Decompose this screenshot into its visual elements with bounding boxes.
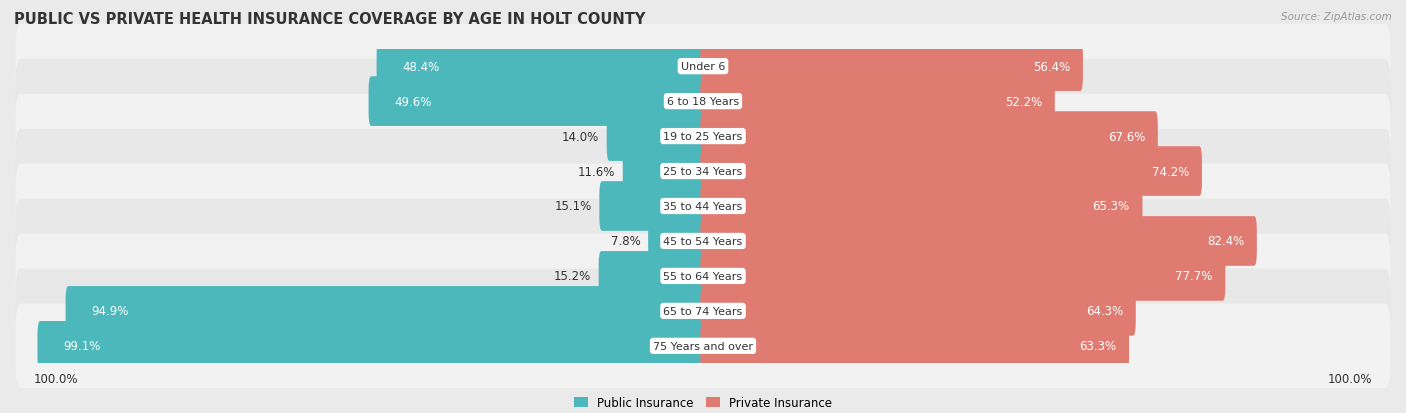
Text: Source: ZipAtlas.com: Source: ZipAtlas.com	[1281, 12, 1392, 22]
FancyBboxPatch shape	[700, 182, 1143, 231]
Text: 63.3%: 63.3%	[1080, 339, 1116, 352]
FancyBboxPatch shape	[15, 25, 1391, 109]
Text: 64.3%: 64.3%	[1085, 305, 1123, 318]
Text: PUBLIC VS PRIVATE HEALTH INSURANCE COVERAGE BY AGE IN HOLT COUNTY: PUBLIC VS PRIVATE HEALTH INSURANCE COVER…	[14, 12, 645, 27]
Text: 49.6%: 49.6%	[395, 95, 432, 108]
Text: 56.4%: 56.4%	[1033, 61, 1070, 74]
FancyBboxPatch shape	[606, 112, 706, 161]
FancyBboxPatch shape	[368, 77, 706, 127]
FancyBboxPatch shape	[623, 147, 706, 197]
Text: 67.6%: 67.6%	[1108, 130, 1144, 143]
FancyBboxPatch shape	[648, 216, 706, 266]
Text: Under 6: Under 6	[681, 62, 725, 72]
FancyBboxPatch shape	[15, 129, 1391, 214]
Legend: Public Insurance, Private Insurance: Public Insurance, Private Insurance	[569, 392, 837, 413]
Text: 65 to 74 Years: 65 to 74 Years	[664, 306, 742, 316]
FancyBboxPatch shape	[377, 42, 706, 92]
FancyBboxPatch shape	[15, 304, 1391, 388]
FancyBboxPatch shape	[15, 59, 1391, 144]
FancyBboxPatch shape	[15, 199, 1391, 284]
FancyBboxPatch shape	[700, 216, 1257, 266]
FancyBboxPatch shape	[38, 321, 706, 371]
FancyBboxPatch shape	[15, 269, 1391, 354]
Text: 75 Years and over: 75 Years and over	[652, 341, 754, 351]
FancyBboxPatch shape	[700, 286, 1136, 336]
FancyBboxPatch shape	[700, 42, 1083, 92]
Text: 65.3%: 65.3%	[1092, 200, 1130, 213]
Text: 7.8%: 7.8%	[612, 235, 641, 248]
Text: 74.2%: 74.2%	[1152, 165, 1189, 178]
FancyBboxPatch shape	[599, 182, 706, 231]
Text: 15.2%: 15.2%	[554, 270, 592, 283]
Text: 48.4%: 48.4%	[402, 61, 440, 74]
Text: 11.6%: 11.6%	[578, 165, 616, 178]
FancyBboxPatch shape	[700, 77, 1054, 127]
Text: 77.7%: 77.7%	[1175, 270, 1213, 283]
FancyBboxPatch shape	[700, 321, 1129, 371]
Text: 100.0%: 100.0%	[34, 372, 79, 385]
Text: 55 to 64 Years: 55 to 64 Years	[664, 271, 742, 281]
FancyBboxPatch shape	[15, 95, 1391, 179]
FancyBboxPatch shape	[599, 252, 706, 301]
FancyBboxPatch shape	[15, 234, 1391, 318]
FancyBboxPatch shape	[700, 252, 1226, 301]
Text: 15.1%: 15.1%	[555, 200, 592, 213]
FancyBboxPatch shape	[700, 112, 1157, 161]
Text: 99.1%: 99.1%	[63, 339, 101, 352]
FancyBboxPatch shape	[15, 164, 1391, 249]
FancyBboxPatch shape	[66, 286, 706, 336]
Text: 14.0%: 14.0%	[562, 130, 599, 143]
Text: 52.2%: 52.2%	[1005, 95, 1042, 108]
Text: 35 to 44 Years: 35 to 44 Years	[664, 202, 742, 211]
FancyBboxPatch shape	[700, 147, 1202, 197]
Text: 94.9%: 94.9%	[91, 305, 129, 318]
Text: 82.4%: 82.4%	[1206, 235, 1244, 248]
Text: 6 to 18 Years: 6 to 18 Years	[666, 97, 740, 107]
Text: 25 to 34 Years: 25 to 34 Years	[664, 166, 742, 177]
Text: 45 to 54 Years: 45 to 54 Years	[664, 236, 742, 247]
Text: 19 to 25 Years: 19 to 25 Years	[664, 132, 742, 142]
Text: 100.0%: 100.0%	[1327, 372, 1372, 385]
